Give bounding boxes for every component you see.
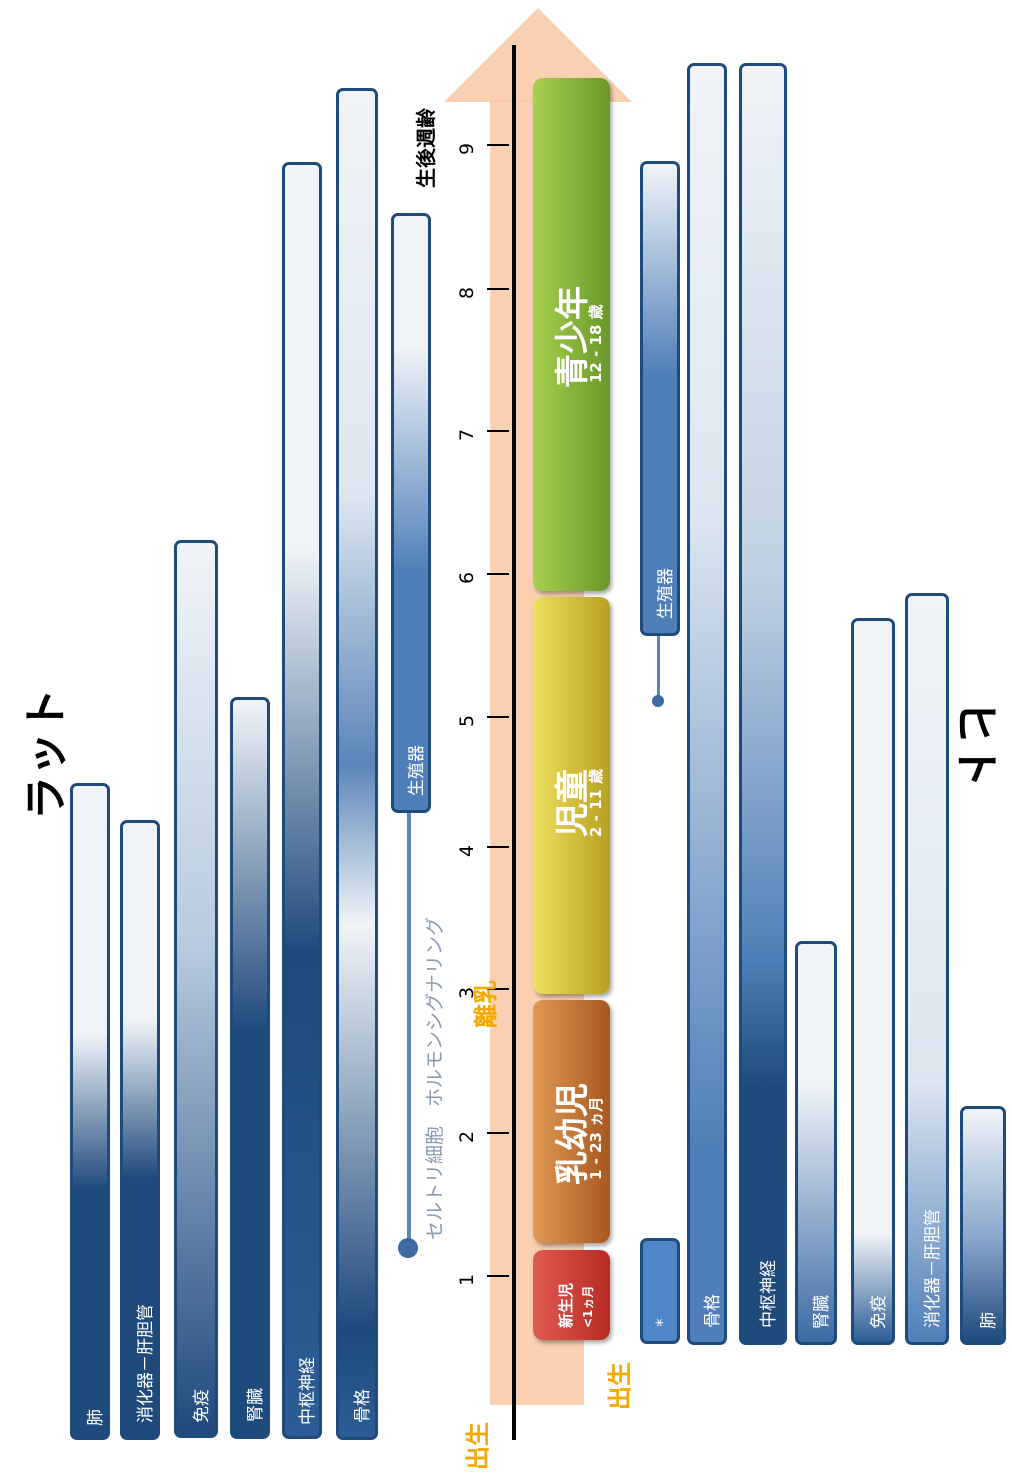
human-bar-cns: 中枢神経 [739, 63, 787, 1345]
birth-marker-right: 出生 [606, 1362, 634, 1410]
stage-age: <1ヵ月 [581, 1285, 595, 1328]
tick-mark [487, 988, 509, 990]
stage-child: 児童 2 - 11 歳 [533, 597, 610, 994]
tick-mark [487, 144, 509, 146]
rat-label-immune: 免疫 [192, 1389, 212, 1423]
human-bar-digestive: 消化器－肝胆管 [905, 593, 949, 1345]
human-label-kidney: 腎臓 [812, 1295, 832, 1329]
human-label-digestive: 消化器－肝胆管 [923, 1209, 943, 1328]
human-label-reproductive: 生殖器 [656, 568, 676, 619]
tick-label: 8 [456, 286, 478, 299]
stage-infant: 乳幼児 1 - 23 ヵ月 [533, 1000, 610, 1243]
human-bar-immune: 免疫 [851, 618, 895, 1345]
rat-title: ラット [21, 688, 72, 820]
stage-age: 2 - 11 歳 [587, 768, 605, 837]
stage-age: 1 - 23 ヵ月 [587, 1096, 605, 1180]
birth-marker-left: 出生 [464, 1422, 492, 1470]
human-label-cns: 中枢神経 [759, 1260, 779, 1328]
human-reproductive-dot [652, 695, 664, 707]
rat-bar-reproductive: 生殖器 [391, 213, 431, 813]
human-bar-reproductive: 生殖器 [640, 161, 680, 636]
rat-label-reproductive: 生殖器 [407, 745, 427, 796]
tick-label: 9 [456, 142, 478, 155]
rat-bar-kidney: 腎臓 [230, 697, 270, 1439]
tick-label: 1 [456, 1273, 478, 1286]
axis-label: 生後週齢 [414, 108, 438, 188]
tick-mark [487, 716, 509, 718]
rat-label-lung: 肺 [86, 1409, 106, 1426]
tick-label: 2 [456, 1130, 478, 1143]
rat-label-skeleton: 骨格 [353, 1389, 373, 1423]
tick-mark [487, 430, 509, 432]
human-bar-skeleton: 骨格 [687, 63, 727, 1345]
stage-age: 12 - 18 歳 [587, 304, 605, 383]
rat-label-kidney: 腎臓 [246, 1388, 266, 1422]
human-label-skeleton: 骨格 [703, 1294, 723, 1328]
rat-label-digestive: 消化器－肝胆管 [136, 1304, 156, 1423]
tick-label: 5 [456, 714, 478, 727]
timeline-axis [512, 45, 516, 1440]
rat-label-cns: 中枢神経 [298, 1357, 318, 1425]
human-reproductive-connector [657, 636, 660, 698]
weaning-marker: 離乳 [472, 980, 500, 1028]
tick-mark [487, 288, 509, 290]
human-label-immune: 免疫 [869, 1295, 889, 1329]
rat-bar-digestive: 消化器－肝胆管 [120, 820, 160, 1440]
rat-bar-lung: 肺 [70, 783, 110, 1440]
human-bar-kidney: 腎臓 [795, 941, 837, 1345]
stage-adolescent: 青少年 12 - 18 歳 [533, 78, 610, 591]
tick-mark [487, 846, 509, 848]
rat-bar-immune: 免疫 [174, 540, 218, 1438]
rat-bar-skeleton: 骨格 [336, 88, 378, 1440]
tick-label: 7 [456, 428, 478, 441]
human-bar-lung: 肺 [960, 1106, 1006, 1345]
stage-name: 新生児 [557, 1282, 575, 1328]
tick-label: 4 [456, 844, 478, 857]
tick-mark [487, 1275, 509, 1277]
tick-label: 6 [456, 571, 478, 584]
human-title: ヒト [950, 700, 1001, 788]
tick-mark [487, 1132, 509, 1134]
stage-neonate: 新生児 <1ヵ月 [533, 1250, 610, 1340]
human-label-asterisk: * [653, 1318, 673, 1328]
rat-reproductive-dot [398, 1238, 418, 1258]
human-label-lung: 肺 [979, 1312, 999, 1329]
rat-bar-cns: 中枢神経 [282, 162, 322, 1439]
tick-mark [487, 573, 509, 575]
hormone-signaling-annotation: セルトリ細胞 ホルモンシグナリング [424, 916, 446, 1240]
human-bar-asterisk: * [640, 1238, 680, 1344]
rat-reproductive-connector [407, 813, 411, 1248]
